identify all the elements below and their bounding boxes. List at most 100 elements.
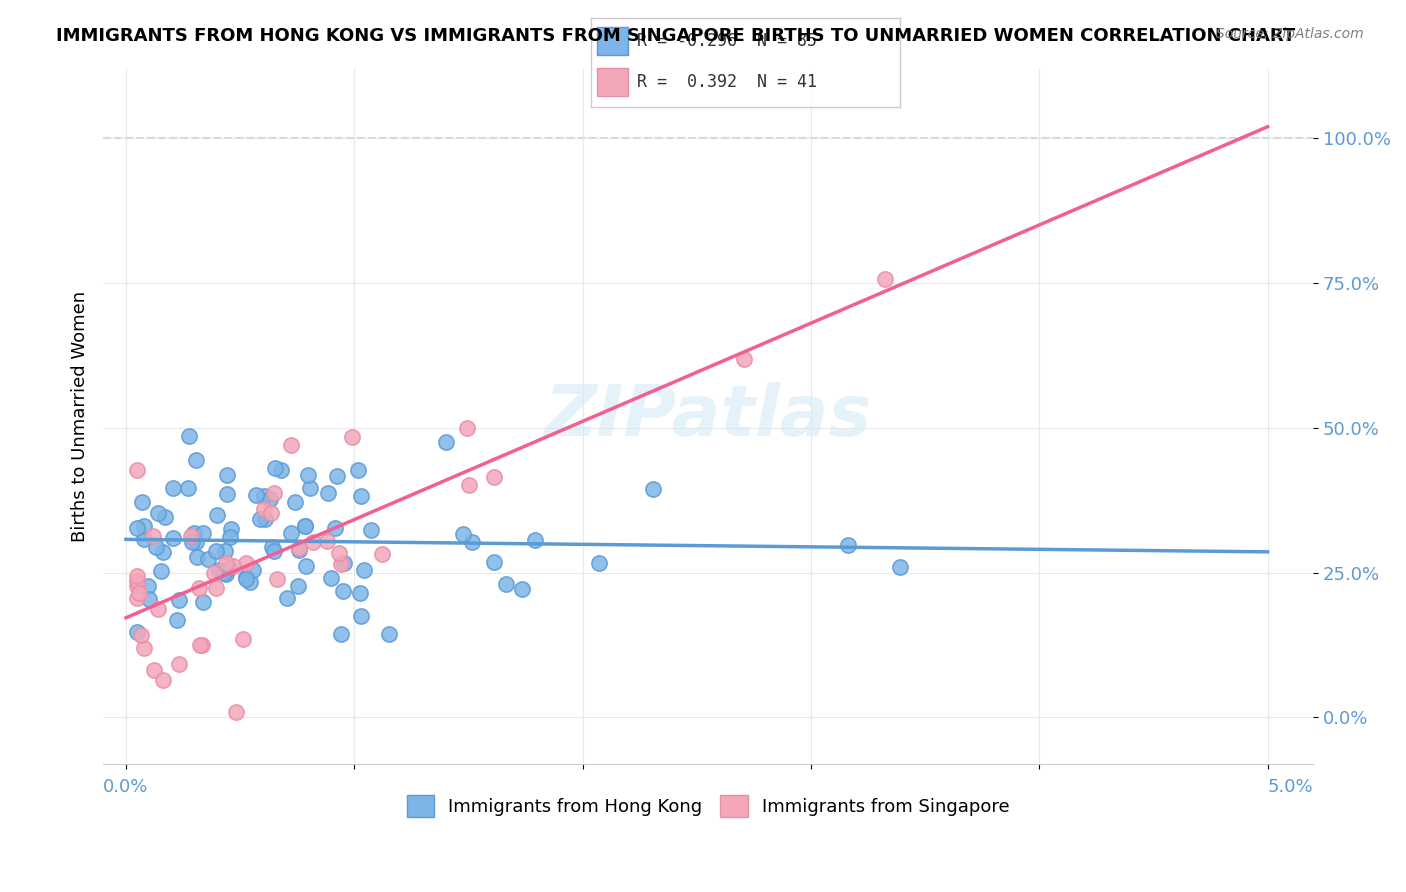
Point [212, 566, 235, 581]
Point [186, 550, 208, 565]
Point [340, 430, 363, 444]
Point [330, 627, 353, 641]
Point [138, 591, 160, 606]
Point [323, 521, 346, 535]
Point [204, 582, 226, 596]
Point [162, 481, 184, 495]
Point [260, 506, 283, 520]
Point [145, 540, 167, 554]
Point [298, 482, 321, 496]
Point [188, 638, 211, 652]
Point [270, 463, 292, 477]
Point [127, 569, 149, 583]
Point [332, 583, 354, 598]
Point [456, 421, 478, 435]
Point [184, 453, 207, 467]
Point [523, 533, 546, 547]
Point [218, 561, 240, 575]
Point [221, 522, 243, 536]
Point [266, 572, 288, 586]
Bar [596, 68, 627, 96]
Point [235, 556, 257, 570]
Point [166, 613, 188, 627]
Point [217, 468, 239, 483]
Point [225, 705, 247, 719]
Point [235, 572, 257, 586]
Point [510, 582, 533, 597]
Point [167, 657, 190, 671]
Point [162, 531, 184, 545]
Point [218, 530, 240, 544]
Point [328, 546, 350, 560]
Point [167, 593, 190, 607]
Point [152, 545, 174, 559]
Point [350, 608, 373, 623]
Point [183, 526, 205, 541]
Point [127, 521, 149, 535]
Point [132, 532, 155, 546]
Point [288, 541, 311, 556]
Point [232, 632, 254, 647]
Point [191, 595, 214, 609]
Point [132, 640, 155, 655]
Point [482, 470, 505, 484]
Point [191, 526, 214, 541]
Bar [596, 27, 627, 55]
Point [378, 627, 401, 641]
Point [202, 566, 225, 581]
Point [222, 559, 245, 574]
Point [127, 579, 149, 593]
Point [127, 591, 149, 605]
Point [134, 518, 156, 533]
Point [215, 556, 238, 570]
Point [152, 673, 174, 688]
Point [302, 535, 325, 549]
Point [733, 352, 755, 367]
Point [253, 512, 276, 526]
Point [371, 547, 394, 561]
Point [143, 664, 166, 678]
Point [208, 564, 231, 578]
Point [332, 556, 354, 570]
Point [837, 538, 859, 552]
Point [127, 625, 149, 640]
Point [249, 512, 271, 526]
Point [360, 523, 382, 537]
Point [150, 564, 173, 578]
Point [127, 463, 149, 477]
Point [191, 639, 214, 653]
Point [181, 534, 204, 549]
Point [280, 438, 302, 452]
Point [889, 559, 911, 574]
Point [235, 570, 257, 584]
Text: 0.0%: 0.0% [103, 779, 149, 797]
Point [316, 534, 339, 549]
Point [330, 557, 353, 571]
Point [263, 543, 285, 558]
Y-axis label: Births to Unmarried Women: Births to Unmarried Women [72, 291, 89, 541]
Point [263, 461, 285, 475]
Point [197, 552, 219, 566]
Point [217, 487, 239, 501]
Point [184, 534, 207, 549]
Point [353, 563, 375, 577]
Point [326, 469, 349, 483]
Point [215, 566, 238, 581]
Point [176, 481, 198, 495]
Point [294, 519, 316, 533]
Point [245, 488, 267, 502]
Point [131, 495, 153, 509]
Text: 5.0%: 5.0% [1268, 779, 1313, 797]
Point [262, 540, 284, 554]
Point [253, 489, 276, 503]
Point [641, 483, 664, 497]
Point [129, 628, 152, 642]
Point [138, 578, 160, 592]
Point [146, 602, 169, 616]
Point [179, 428, 201, 442]
Point [350, 489, 373, 503]
Text: R = -0.296  N = 85: R = -0.296 N = 85 [637, 32, 817, 50]
Point [253, 502, 276, 516]
Point [205, 543, 228, 558]
Point [287, 579, 309, 593]
